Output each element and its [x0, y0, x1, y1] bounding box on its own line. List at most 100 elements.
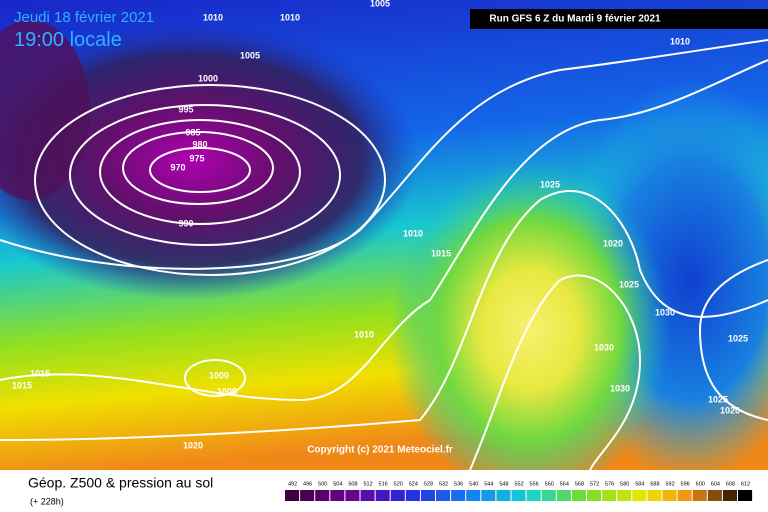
isobar-label: 1020	[183, 440, 203, 450]
run-box	[470, 9, 768, 29]
colorbar-swatch	[738, 490, 753, 501]
isobar-label: 1020	[720, 405, 740, 415]
footer-title: Géop. Z500 & pression au sol	[28, 475, 213, 491]
isobar-label: 1030	[655, 307, 675, 317]
isobar-label: 1025	[728, 333, 748, 343]
low-pressure	[0, 20, 420, 300]
colorbar-label: 604	[711, 481, 720, 487]
isobar-label: 1025	[708, 394, 728, 404]
isobar-label: 1010	[280, 12, 300, 22]
colorbar-swatch	[345, 490, 360, 501]
colorbar-label: 532	[439, 481, 448, 487]
colorbar-label: 528	[424, 481, 433, 487]
colorbar-swatch	[511, 490, 526, 501]
colorbar-swatch	[300, 490, 315, 501]
colorbar-label: 512	[363, 481, 372, 487]
colorbar-swatch	[405, 490, 420, 501]
colorbar-label: 492	[288, 481, 297, 487]
isobar-label: 1005	[240, 50, 260, 60]
colorbar-label: 608	[726, 481, 735, 487]
colorbar-label: 500	[318, 481, 327, 487]
colorbar-label: 572	[590, 481, 599, 487]
colorbar-swatch	[466, 490, 481, 501]
colorbar-label: 552	[514, 481, 523, 487]
isobar-label: 1015	[431, 248, 451, 258]
isobar-label: 995	[178, 104, 193, 114]
colorbar-label: 540	[469, 481, 478, 487]
isobar-label: 985	[185, 127, 200, 137]
colorbar-label: 524	[409, 481, 418, 487]
isobar-label: 1030	[610, 383, 630, 393]
colorbar-swatch	[571, 490, 586, 501]
colorbar-swatch	[662, 490, 677, 501]
colorbar-label: 548	[499, 481, 508, 487]
colorbar-label: 580	[620, 481, 629, 487]
colorbar-swatch	[541, 490, 556, 501]
colorbar-label: 564	[560, 481, 569, 487]
isobar-label: 975	[189, 153, 204, 163]
colorbar-swatch	[587, 490, 602, 501]
ridge	[390, 160, 670, 500]
isobar-label: 1015	[12, 380, 32, 390]
isobar-lines	[0, 39, 768, 471]
colorbar-swatch	[602, 490, 617, 501]
colorbar-swatch	[647, 490, 662, 501]
isobar-label: 990	[178, 218, 193, 228]
isobar-label: 970	[170, 162, 185, 172]
isobar-label: 1000	[198, 73, 218, 83]
low-west	[0, 20, 90, 200]
colorbar-label: 520	[394, 481, 403, 487]
date: Jeudi 18 février 2021	[14, 9, 154, 26]
isobar-label: 1025	[540, 179, 560, 189]
colorbar-swatch	[315, 490, 330, 501]
colorbar-label: 536	[454, 481, 463, 487]
colorbar-label: 560	[545, 481, 554, 487]
isobar-label: 1010	[354, 329, 374, 339]
isobar-label: 980	[192, 139, 207, 149]
footer-lead: (+ 228h)	[30, 496, 64, 506]
colorbar-label: 584	[635, 481, 644, 487]
colorbar-swatch	[360, 490, 375, 501]
colorbar-label: 568	[575, 481, 584, 487]
colorbar-swatch	[451, 490, 466, 501]
colorbar-label: 508	[348, 481, 357, 487]
isobar-label: 1015	[30, 368, 50, 378]
colorbar-swatch	[420, 490, 435, 501]
isobar-label: 1025	[619, 279, 639, 289]
colorbar-swatch	[481, 490, 496, 501]
isobar-label: 1010	[403, 228, 423, 238]
colorbar-swatch	[617, 490, 632, 501]
colorbar-swatch	[722, 490, 737, 501]
colorbar-label: 612	[741, 481, 750, 487]
colorbar-label: 544	[484, 481, 493, 487]
colorbar-label: 556	[530, 481, 539, 487]
colorbar-label: 496	[303, 481, 312, 487]
colorbar-swatch	[436, 490, 451, 501]
colorbar-swatch	[677, 490, 692, 501]
copyright: Copyright (c) 2021 Meteociel.fr	[307, 445, 453, 456]
isobar-label: 1030	[594, 342, 614, 352]
colorbar-swatch	[496, 490, 511, 501]
isobar-label: 1020	[603, 238, 623, 248]
colorbar-swatch	[526, 490, 541, 501]
colorbar-label: 504	[333, 481, 342, 487]
colorbar-swatch	[375, 490, 390, 501]
isobar-label: 1005	[370, 0, 390, 8]
colorbar-label: 600	[696, 481, 705, 487]
local-time: 19:00 locale	[14, 29, 122, 51]
colorbar-swatch	[556, 490, 571, 501]
colorbar-swatch	[330, 490, 345, 501]
colorbar-label: 592	[665, 481, 674, 487]
colorbar-label: 516	[379, 481, 388, 487]
isobar-label: 1005	[217, 386, 237, 396]
colorbar-label: 576	[605, 481, 614, 487]
colorbar-swatch	[390, 490, 405, 501]
colorbar-swatch	[632, 490, 647, 501]
isobar-label: 1010	[670, 36, 690, 46]
isobar-label: 1000	[209, 370, 229, 380]
colorbar-swatch	[707, 490, 722, 501]
run-label: Run GFS 6 Z du Mardi 9 février 2021	[489, 14, 661, 25]
colorbar-swatch	[692, 490, 707, 501]
